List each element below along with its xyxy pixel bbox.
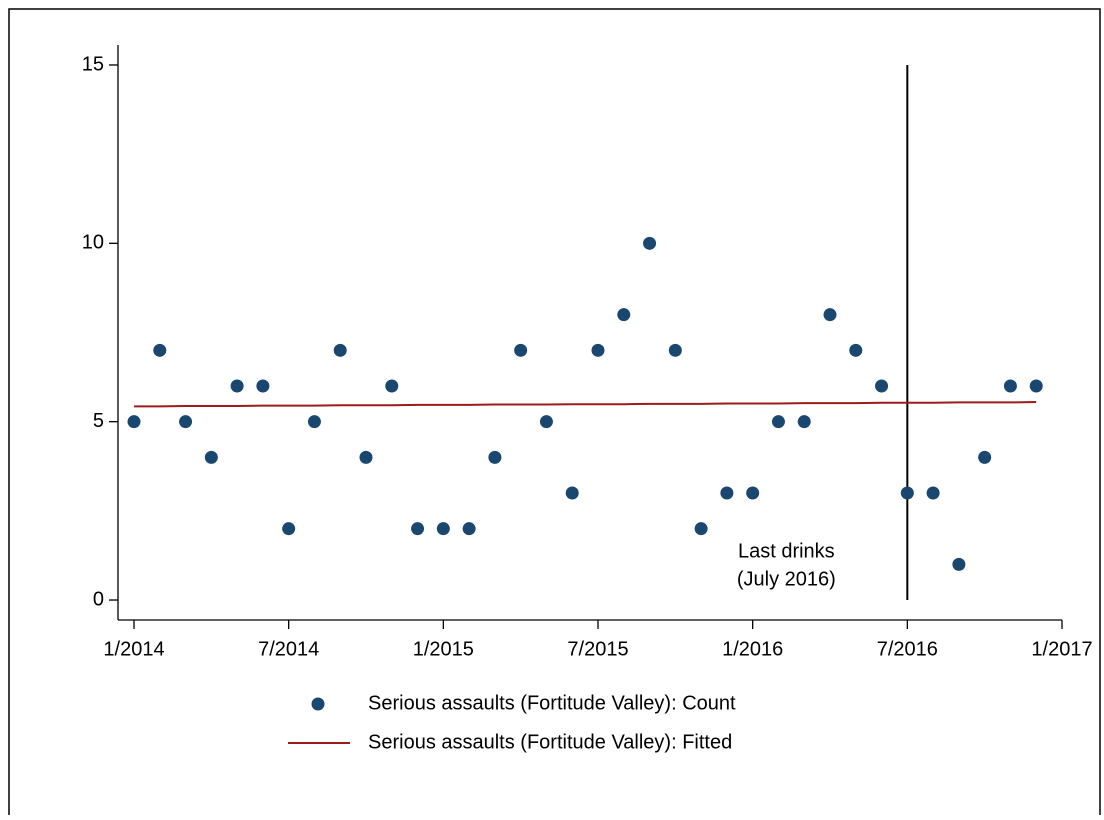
y-tick-label: 10: [82, 232, 104, 254]
legend-label: Serious assaults (Fortitude Valley): Cou…: [368, 692, 736, 714]
point: [926, 486, 940, 500]
point: [668, 343, 682, 357]
point: [282, 522, 296, 536]
point: [462, 522, 476, 536]
point: [797, 415, 811, 429]
annotation-text: (July 2016): [737, 568, 836, 590]
point: [771, 415, 785, 429]
point: [978, 450, 992, 464]
point: [256, 379, 270, 393]
y-tick-label: 15: [82, 53, 104, 75]
point: [539, 415, 553, 429]
y-tick-label: 0: [93, 588, 104, 610]
point: [359, 450, 373, 464]
point: [900, 486, 914, 500]
point: [617, 308, 631, 322]
point: [823, 308, 837, 322]
point: [694, 522, 708, 536]
point: [875, 379, 889, 393]
point: [204, 450, 218, 464]
point: [643, 236, 657, 250]
point: [436, 522, 450, 536]
point: [127, 415, 141, 429]
frame: [8, 8, 1101, 820]
x-tick-label: 1/2017: [1031, 638, 1092, 660]
point: [514, 343, 528, 357]
x-tick-label: 1/2015: [413, 638, 474, 660]
point: [720, 486, 734, 500]
legend-marker: [311, 697, 325, 711]
x-tick-label: 7/2016: [877, 638, 938, 660]
point: [746, 486, 760, 500]
annotation-text: Last drinks: [738, 540, 835, 562]
y-tick-label: 5: [93, 410, 104, 432]
point: [1003, 379, 1017, 393]
legend-label: Serious assaults (Fortitude Valley): Fit…: [368, 731, 732, 753]
point: [307, 415, 321, 429]
fitted-line: [134, 401, 1037, 408]
point: [1029, 379, 1043, 393]
x-tick-label: 7/2015: [567, 638, 628, 660]
point: [230, 379, 244, 393]
point: [411, 522, 425, 536]
point: [385, 379, 399, 393]
point: [591, 343, 605, 357]
x-tick-label: 1/2016: [722, 638, 783, 660]
point: [565, 486, 579, 500]
point: [849, 343, 863, 357]
point: [952, 557, 966, 571]
point: [179, 415, 193, 429]
x-tick-label: 7/2014: [258, 638, 319, 660]
point: [333, 343, 347, 357]
point: [488, 450, 502, 464]
point: [153, 343, 167, 357]
x-tick-label: 1/2014: [103, 638, 164, 660]
